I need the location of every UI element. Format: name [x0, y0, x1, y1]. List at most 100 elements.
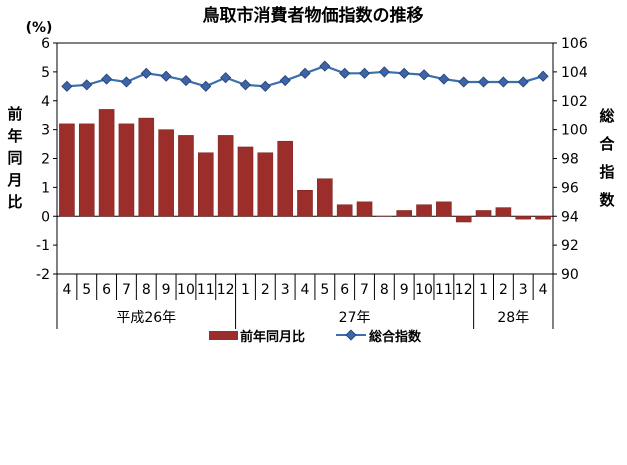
left-tick-label: 3 — [41, 123, 50, 139]
bar-4 — [139, 118, 154, 216]
bar-12 — [297, 190, 312, 216]
bar-22 — [496, 208, 511, 217]
category-label: 3 — [281, 282, 290, 298]
category-label: 7 — [122, 282, 131, 298]
right-tick-label: 102 — [561, 94, 588, 110]
left-tick-label: 4 — [41, 94, 50, 110]
category-label: 6 — [102, 282, 111, 298]
index-point-18 — [419, 70, 429, 80]
right-tick-label: 106 — [561, 36, 588, 52]
category-label: 5 — [82, 282, 91, 298]
category-label: 1 — [479, 282, 488, 298]
category-label: 7 — [360, 282, 369, 298]
right-axis-title-char: 合 — [598, 135, 615, 153]
category-label: 8 — [142, 282, 151, 298]
left-tick-label: 2 — [41, 152, 50, 168]
left-tick-label: 6 — [41, 36, 50, 52]
index-point-5 — [161, 71, 171, 81]
category-label: 4 — [539, 282, 548, 298]
index-point-4 — [141, 68, 151, 78]
left-tick-label: 1 — [41, 180, 50, 196]
index-point-7 — [201, 81, 211, 91]
bar-18 — [417, 205, 432, 217]
index-point-19 — [439, 74, 449, 84]
category-label: 10 — [177, 282, 195, 298]
category-label: 12 — [217, 282, 235, 298]
right-tick-label: 100 — [561, 123, 588, 139]
bar-7 — [198, 153, 213, 217]
index-point-22 — [498, 77, 508, 87]
index-point-11 — [280, 76, 290, 86]
category-label: 10 — [415, 282, 433, 298]
index-point-2 — [102, 74, 112, 84]
bar-20 — [456, 216, 471, 222]
category-label: 12 — [455, 282, 473, 298]
index-point-15 — [360, 68, 370, 78]
left-tick-label: 5 — [41, 65, 50, 81]
left-axis-title-char: 同 — [7, 149, 22, 167]
category-label: 4 — [62, 282, 71, 298]
bar-1 — [79, 124, 94, 216]
index-point-1 — [82, 80, 92, 90]
index-point-23 — [518, 77, 528, 87]
index-point-9 — [240, 80, 250, 90]
bar-17 — [397, 210, 412, 216]
left-axis-title-char: 年 — [7, 127, 22, 145]
bar-11 — [278, 141, 293, 216]
bar-2 — [99, 109, 114, 216]
index-point-20 — [459, 77, 469, 87]
right-tick-label: 98 — [561, 152, 579, 168]
category-label: 8 — [380, 282, 389, 298]
bar-0 — [59, 124, 74, 216]
index-point-13 — [320, 61, 330, 71]
index-point-14 — [340, 68, 350, 78]
category-label: 2 — [261, 282, 270, 298]
legend-bar-swatch — [209, 331, 238, 340]
index-point-6 — [181, 76, 191, 86]
category-label: 11 — [197, 282, 215, 298]
bar-13 — [317, 179, 332, 217]
legend-bar-label: 前年同月比 — [240, 329, 305, 345]
year-group-label: 28年 — [497, 310, 529, 326]
left-axis-unit: (%) — [26, 20, 53, 36]
right-axis-title-char: 指 — [599, 163, 614, 181]
chart-title: 鳥取市消費者物価指数の推移 — [203, 5, 424, 26]
category-label: 3 — [519, 282, 528, 298]
bar-19 — [436, 202, 451, 216]
category-label: 1 — [241, 282, 250, 298]
left-tick-label: -1 — [36, 238, 50, 254]
right-tick-label: 92 — [561, 238, 579, 254]
right-tick-label: 94 — [561, 209, 579, 225]
left-axis-title-char: 前 — [7, 105, 22, 123]
bar-6 — [178, 135, 193, 216]
right-tick-label: 90 — [561, 267, 579, 283]
index-point-16 — [379, 67, 389, 77]
bar-14 — [337, 205, 352, 217]
index-point-0 — [62, 81, 72, 91]
bar-24 — [536, 216, 551, 219]
category-label: 6 — [340, 282, 349, 298]
index-point-3 — [121, 77, 131, 87]
index-point-21 — [479, 77, 489, 87]
bar-5 — [159, 130, 174, 217]
bar-8 — [218, 135, 233, 216]
bar-23 — [516, 216, 531, 219]
bar-15 — [357, 202, 372, 216]
category-label: 4 — [301, 282, 310, 298]
left-axis-title-char: 月 — [6, 171, 22, 189]
right-tick-label: 104 — [561, 65, 588, 81]
bar-10 — [258, 153, 273, 217]
index-point-24 — [538, 71, 548, 81]
right-tick-label: 96 — [561, 180, 579, 196]
left-tick-label: 0 — [41, 209, 50, 225]
category-label: 9 — [162, 282, 171, 298]
year-group-label: 27年 — [339, 310, 371, 326]
year-group-label: 平成26年 — [116, 310, 176, 326]
right-axis-title-char: 数 — [599, 191, 615, 209]
left-axis-title-char: 比 — [7, 193, 22, 211]
index-point-12 — [300, 68, 310, 78]
bar-21 — [476, 210, 491, 216]
